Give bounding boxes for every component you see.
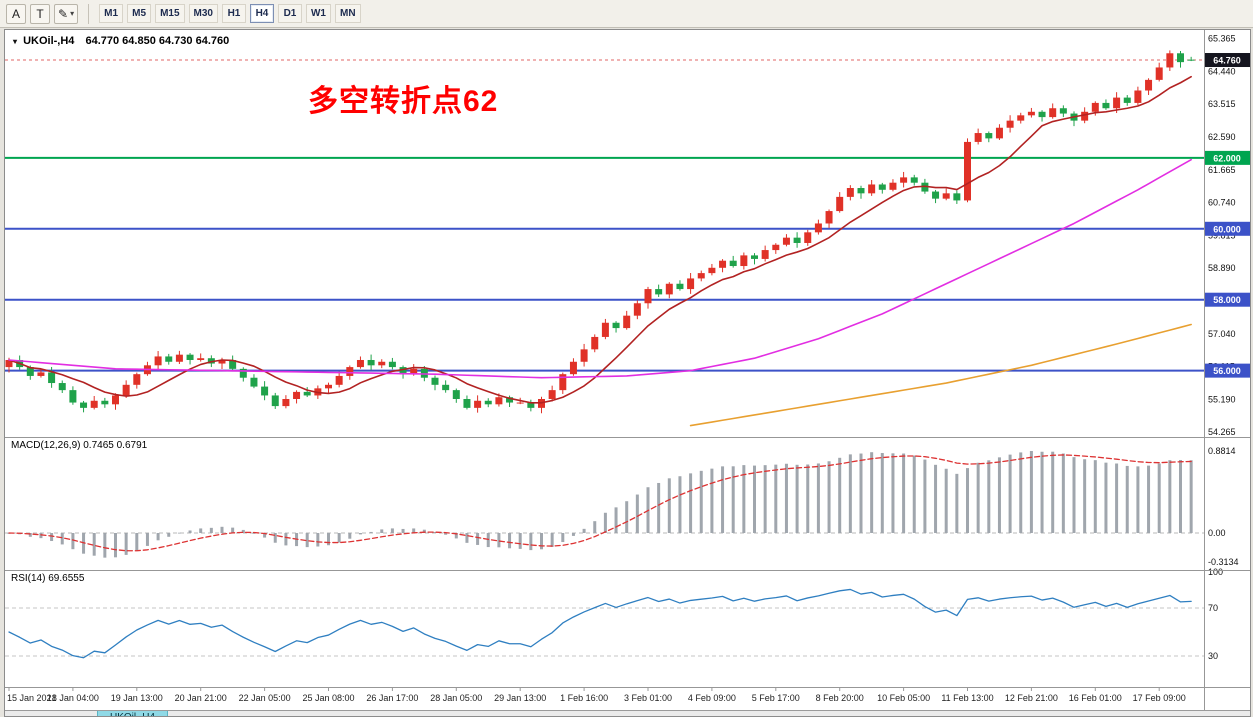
macd-label: MACD(12,26,9) 0.7465 0.6791 — [11, 440, 148, 451]
svg-text:60.740: 60.740 — [1208, 198, 1236, 208]
symbol-dropdown-icon[interactable]: ▾ — [13, 37, 18, 46]
timeframe-m1-button[interactable]: M1 — [99, 4, 124, 23]
chart-tab-active[interactable]: UKOil-,H4 — [97, 711, 169, 716]
svg-text:56.000: 56.000 — [1213, 366, 1241, 376]
svg-text:16 Feb 01:00: 16 Feb 01:00 — [1069, 693, 1122, 703]
svg-text:26 Jan 17:00: 26 Jan 17:00 — [366, 693, 418, 703]
svg-text:0.8814: 0.8814 — [1208, 446, 1236, 456]
svg-text:64.760: 64.760 — [1213, 56, 1241, 66]
timeframe-h4-button[interactable]: H4 — [249, 4, 274, 23]
svg-text:-0.3134: -0.3134 — [1208, 557, 1239, 567]
timeframe-m15-button[interactable]: M15 — [155, 4, 185, 23]
axis-layer: 65.36564.44063.51562.59061.66560.74059.8… — [7, 34, 1250, 703]
svg-text:61.665: 61.665 — [1208, 165, 1236, 175]
timeframe-mn-button[interactable]: MN — [334, 4, 361, 23]
svg-text:3 Feb 01:00: 3 Feb 01:00 — [624, 693, 672, 703]
svg-text:15 Jan 2021: 15 Jan 2021 — [7, 693, 57, 703]
chart-title: ▾ UKOil-,H4 64.770 64.850 64.730 64.760 — [13, 35, 229, 47]
chart-annotation-text: 多空转折点62 — [308, 85, 499, 118]
candles-layer — [5, 50, 1195, 414]
symbol-period-label: UKOil-,H4 — [23, 35, 75, 47]
svg-text:11 Feb 13:00: 11 Feb 13:00 — [941, 693, 993, 703]
svg-text:20 Jan 21:00: 20 Jan 21:00 — [175, 693, 227, 703]
axis-divider — [1204, 30, 1205, 710]
svg-text:8 Feb 20:00: 8 Feb 20:00 — [816, 693, 864, 703]
svg-text:4 Feb 09:00: 4 Feb 09:00 — [688, 693, 736, 703]
svg-text:18 Jan 04:00: 18 Jan 04:00 — [47, 693, 99, 703]
svg-text:19 Jan 13:00: 19 Jan 13:00 — [111, 693, 163, 703]
time-axis[interactable] — [5, 688, 1204, 709]
svg-text:64.440: 64.440 — [1208, 66, 1236, 76]
panel-separator-macd[interactable] — [5, 437, 1250, 438]
svg-text:100: 100 — [1208, 567, 1223, 577]
svg-text:55.190: 55.190 — [1208, 394, 1236, 404]
svg-text:1 Feb 16:00: 1 Feb 16:00 — [560, 693, 608, 703]
timeframe-w1-button[interactable]: W1 — [305, 4, 331, 23]
svg-text:54.265: 54.265 — [1208, 427, 1236, 437]
svg-text:63.515: 63.515 — [1208, 99, 1236, 109]
timeframe-m5-button[interactable]: M5 — [127, 4, 152, 23]
svg-text:57.040: 57.040 — [1208, 329, 1236, 339]
svg-text:30: 30 — [1208, 651, 1218, 661]
svg-text:62.590: 62.590 — [1208, 132, 1236, 142]
svg-text:28 Jan 05:00: 28 Jan 05:00 — [430, 693, 482, 703]
macd-layer — [5, 450, 1204, 558]
draw-tool-button[interactable]: ✎ ▾ — [54, 3, 79, 24]
ohlc-values: 64.770 64.850 64.730 64.760 — [85, 35, 230, 47]
svg-text:60.000: 60.000 — [1213, 224, 1241, 234]
svg-text:58.000: 58.000 — [1213, 295, 1241, 305]
toolbar: A T ✎ ▾ M1 M5 M15 M30 H1 H4 D1 W1 MN — [0, 0, 1253, 28]
svg-text:22 Jan 05:00: 22 Jan 05:00 — [239, 693, 291, 703]
pencil-icon: ✎ — [58, 6, 69, 21]
timeframe-d1-button[interactable]: D1 — [277, 4, 302, 23]
price-axis[interactable] — [1205, 30, 1250, 687]
chart-plot[interactable]: 65.36564.44063.51562.59061.66560.74059.8… — [5, 30, 1250, 716]
svg-text:70: 70 — [1208, 603, 1218, 613]
time-axis-separator — [5, 687, 1250, 688]
svg-text:12 Feb 21:00: 12 Feb 21:00 — [1005, 693, 1058, 703]
svg-text:62.000: 62.000 — [1213, 153, 1241, 163]
chart-tabs-bar: UKOil-,H4 — [5, 710, 1250, 716]
text-tool-button[interactable]: T — [30, 3, 50, 24]
rsi-layer — [5, 588, 1204, 659]
svg-text:17 Feb 09:00: 17 Feb 09:00 — [1133, 693, 1186, 703]
svg-text:29 Jan 13:00: 29 Jan 13:00 — [494, 693, 546, 703]
chart-window: 65.36564.44063.51562.59061.66560.74059.8… — [4, 29, 1251, 717]
svg-text:0.00: 0.00 — [1208, 528, 1226, 538]
svg-text:58.890: 58.890 — [1208, 263, 1236, 273]
dropdown-arrow-icon: ▾ — [70, 9, 75, 18]
timeframe-h1-button[interactable]: H1 — [221, 4, 246, 23]
rsi-label: RSI(14) 69.6555 — [11, 573, 85, 584]
panel-separator-rsi[interactable] — [5, 570, 1250, 571]
svg-text:25 Jan 08:00: 25 Jan 08:00 — [302, 693, 354, 703]
toolbar-separator — [88, 3, 90, 24]
svg-text:5 Feb 17:00: 5 Feb 17:00 — [752, 693, 800, 703]
svg-text:65.365: 65.365 — [1208, 34, 1236, 44]
svg-text:10 Feb 05:00: 10 Feb 05:00 — [877, 693, 930, 703]
moving-averages-layer — [8, 75, 1192, 427]
timeframe-m30-button[interactable]: M30 — [188, 4, 218, 23]
cursor-tool-button[interactable]: A — [6, 3, 26, 24]
